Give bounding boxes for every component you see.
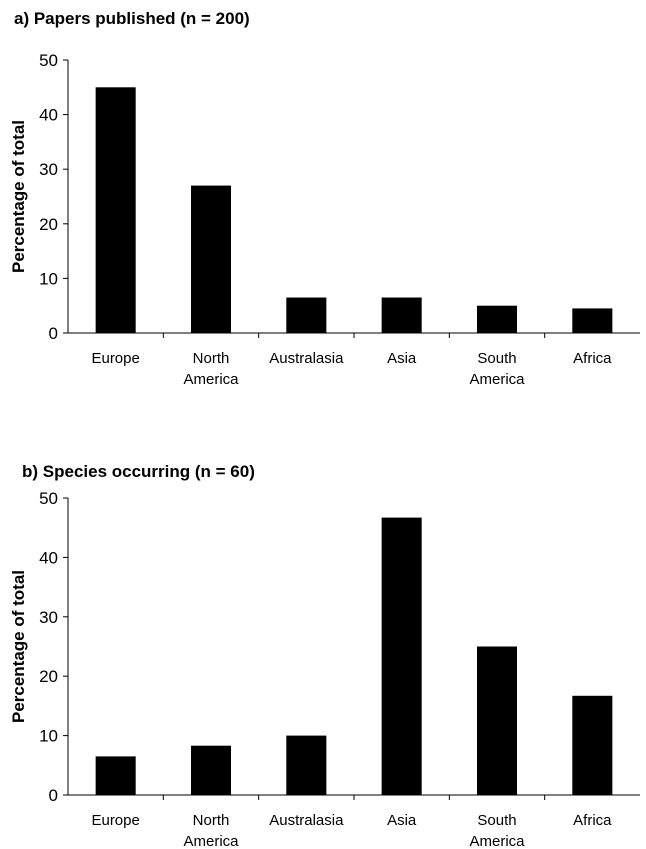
y-axis-label: Percentage of total (9, 120, 28, 273)
chart-title: a) Papers published (n = 200) (14, 9, 250, 28)
y-tick-label: 10 (39, 727, 58, 746)
bar (476, 646, 518, 795)
x-tick-label: Asia (387, 812, 417, 829)
chart-panel-a: a) Papers published (n = 200) Percentage … (9, 9, 640, 388)
bar (286, 735, 327, 795)
bar (381, 297, 422, 333)
bar (381, 517, 422, 795)
y-tick-label: 40 (39, 106, 58, 125)
x-tick-label: North America (183, 350, 239, 388)
chart-title: b) Species occurring (n = 60) (22, 462, 255, 481)
y-axis-label: Percentage of total (9, 570, 28, 723)
x-tick-label: Australasia (269, 350, 344, 367)
y-tick-label: 20 (39, 667, 58, 686)
chart-panel-b: b) Species occurring (n = 60) Percentage … (9, 462, 640, 849)
x-tick-label: Europe (91, 812, 139, 829)
y-tick-label: 0 (49, 324, 58, 343)
y-tick-label: 40 (39, 548, 58, 567)
y-tick-label: 10 (39, 269, 58, 288)
y-tick-label: 50 (39, 51, 58, 70)
bar (95, 87, 136, 333)
x-tick-label: South America (469, 350, 525, 388)
x-tick-label: Australasia (269, 812, 344, 829)
bar (286, 297, 327, 333)
x-tick-label: South America (469, 812, 525, 849)
x-tick-label: Europe (91, 350, 139, 367)
bar (572, 695, 613, 795)
y-tick-label: 30 (39, 160, 58, 179)
x-tick-label: Asia (387, 350, 417, 367)
y-tick-label: 0 (49, 786, 58, 805)
bar (190, 745, 232, 795)
x-tick-label: North America (183, 812, 239, 849)
bar (95, 756, 136, 795)
bar (476, 305, 518, 333)
x-tick-label: Africa (573, 350, 612, 367)
y-tick-label: 50 (39, 489, 58, 508)
y-tick-label: 30 (39, 608, 58, 627)
y-tick-label: 20 (39, 215, 58, 234)
bar (190, 185, 232, 333)
bar (572, 308, 613, 333)
x-tick-label: Africa (573, 812, 612, 829)
